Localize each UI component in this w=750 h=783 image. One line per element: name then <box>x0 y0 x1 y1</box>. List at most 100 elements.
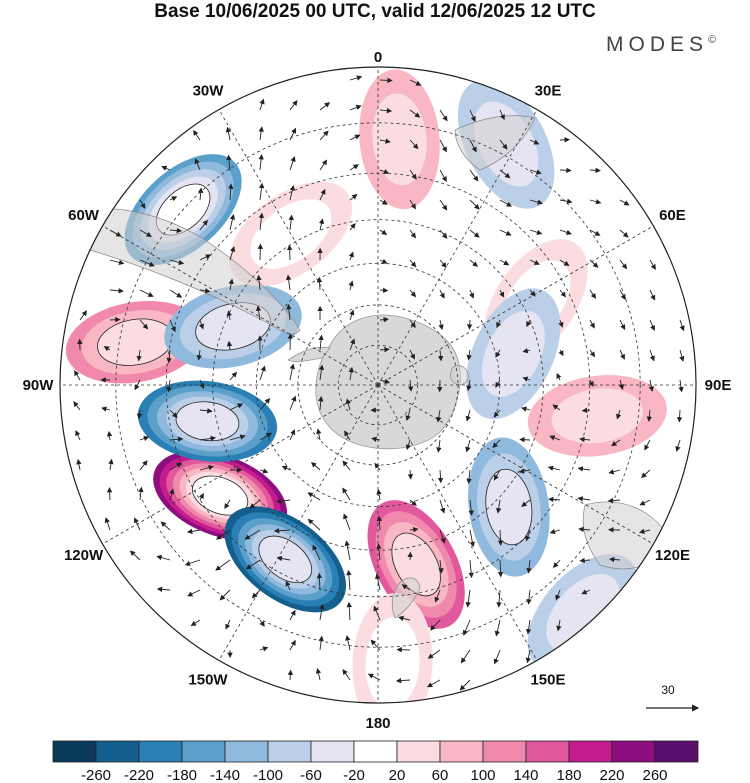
wind-arrow <box>589 229 601 236</box>
wind-arrow <box>319 102 331 111</box>
wind-arrow <box>259 98 265 111</box>
wind-arrow <box>529 229 543 235</box>
wind-arrow <box>287 669 294 681</box>
anomaly-contour <box>481 310 545 397</box>
wind-arrow <box>319 130 329 141</box>
longitude-label: 150E <box>530 671 565 688</box>
wind-arrow <box>307 518 321 531</box>
colorbar-tick-label: 260 <box>642 767 667 783</box>
meridian-line <box>218 384 379 661</box>
wind-arrow <box>589 349 596 358</box>
wind-arrow <box>495 379 501 388</box>
wind-arrow <box>226 310 232 321</box>
colorbar-swatch <box>181 740 226 763</box>
wind-arrow <box>215 529 231 540</box>
map-title: Base 10/06/2025 00 UTC, valid 12/06/2025… <box>154 1 596 22</box>
wind-arrow <box>342 460 351 471</box>
wind-arrow <box>374 462 381 471</box>
latitude-circle <box>212 219 544 551</box>
wind-arrow <box>526 559 532 574</box>
wind-arrow <box>166 349 172 364</box>
graticule <box>60 67 696 703</box>
wind-arrow <box>198 492 204 501</box>
wind-arrow <box>109 288 124 294</box>
meridian-line <box>102 384 379 545</box>
wind-arrow <box>559 229 572 235</box>
wind-arrow <box>169 196 178 202</box>
wind-arrow <box>649 259 656 270</box>
colorbar-tick-label: -140 <box>210 767 240 783</box>
wind-arrow <box>405 439 411 451</box>
colorbar-tick-label: 60 <box>432 767 449 783</box>
meridian-line <box>377 225 654 386</box>
wind-arrow <box>462 619 471 636</box>
wind-arrow <box>348 280 354 291</box>
wind-arrow <box>555 589 561 601</box>
wind-arrow <box>319 603 325 621</box>
colorbar-swatches <box>52 740 699 763</box>
kerguelen-island <box>449 365 469 385</box>
wind-arrow <box>649 289 656 301</box>
wind-arrow <box>577 496 591 502</box>
colorbar-tick-label: 220 <box>599 767 624 783</box>
wind-arrow <box>426 679 441 688</box>
wind-arrow <box>577 466 591 472</box>
wind-arrow <box>499 139 508 150</box>
wind-arrow <box>409 139 419 150</box>
wind-arrow <box>249 499 261 509</box>
wind-arrow <box>409 109 421 118</box>
wind-arrow <box>379 138 391 144</box>
wind-arrow <box>344 430 351 441</box>
wind-arrow <box>409 319 416 329</box>
wind-arrow <box>376 515 383 531</box>
wind-arrow <box>409 499 417 506</box>
wind-arrow <box>407 469 414 480</box>
wind-arrow <box>465 439 471 453</box>
wind-arrow <box>499 109 505 121</box>
wind-arrow <box>619 319 626 331</box>
wind-arrow <box>258 154 264 171</box>
wind-arrow <box>436 439 442 453</box>
wind-arrow <box>497 529 504 546</box>
wind-arrow <box>409 169 417 180</box>
wind-arrow <box>525 529 531 542</box>
wind-arrow <box>499 199 512 207</box>
wind-arrow <box>460 649 471 664</box>
wind-arrow <box>286 303 292 321</box>
wind-vectors <box>73 75 685 691</box>
wind-arrow <box>318 334 324 351</box>
wind-arrow <box>259 432 272 441</box>
longitude-label: 30E <box>535 83 562 100</box>
colorbar-swatch <box>224 740 269 763</box>
wind-arrow <box>276 555 291 562</box>
wind-arrow <box>139 199 146 209</box>
wind-arrow <box>616 409 622 420</box>
wind-arrow <box>588 379 594 387</box>
wind-arrow <box>619 259 628 270</box>
wind-arrow <box>166 379 172 393</box>
wind-arrow <box>199 408 213 414</box>
latitude-circle <box>337 344 419 426</box>
wind-arrow <box>648 379 654 392</box>
wind-arrow <box>139 460 148 471</box>
colorbar-swatch <box>611 740 656 763</box>
wind-arrow <box>184 559 201 566</box>
wind-arrow <box>459 679 471 691</box>
wind-arrow <box>187 589 201 597</box>
wind-arrow <box>529 259 540 265</box>
wind-arrow <box>409 349 415 360</box>
wind-arrow <box>618 379 624 390</box>
wind-arrow <box>289 100 298 111</box>
wind-arrow <box>521 406 531 412</box>
wind-arrow <box>139 229 152 237</box>
wind-arrow <box>468 559 474 579</box>
wind-arrow <box>379 346 390 353</box>
wind-arrow <box>525 649 531 664</box>
wind-arrow <box>285 580 291 591</box>
wind-arrow <box>493 649 501 665</box>
anomaly-contour <box>192 475 249 516</box>
wind-arrow <box>639 528 651 534</box>
wind-arrow <box>438 319 444 331</box>
wind-arrow <box>349 194 358 201</box>
wind-arrow <box>407 379 414 392</box>
